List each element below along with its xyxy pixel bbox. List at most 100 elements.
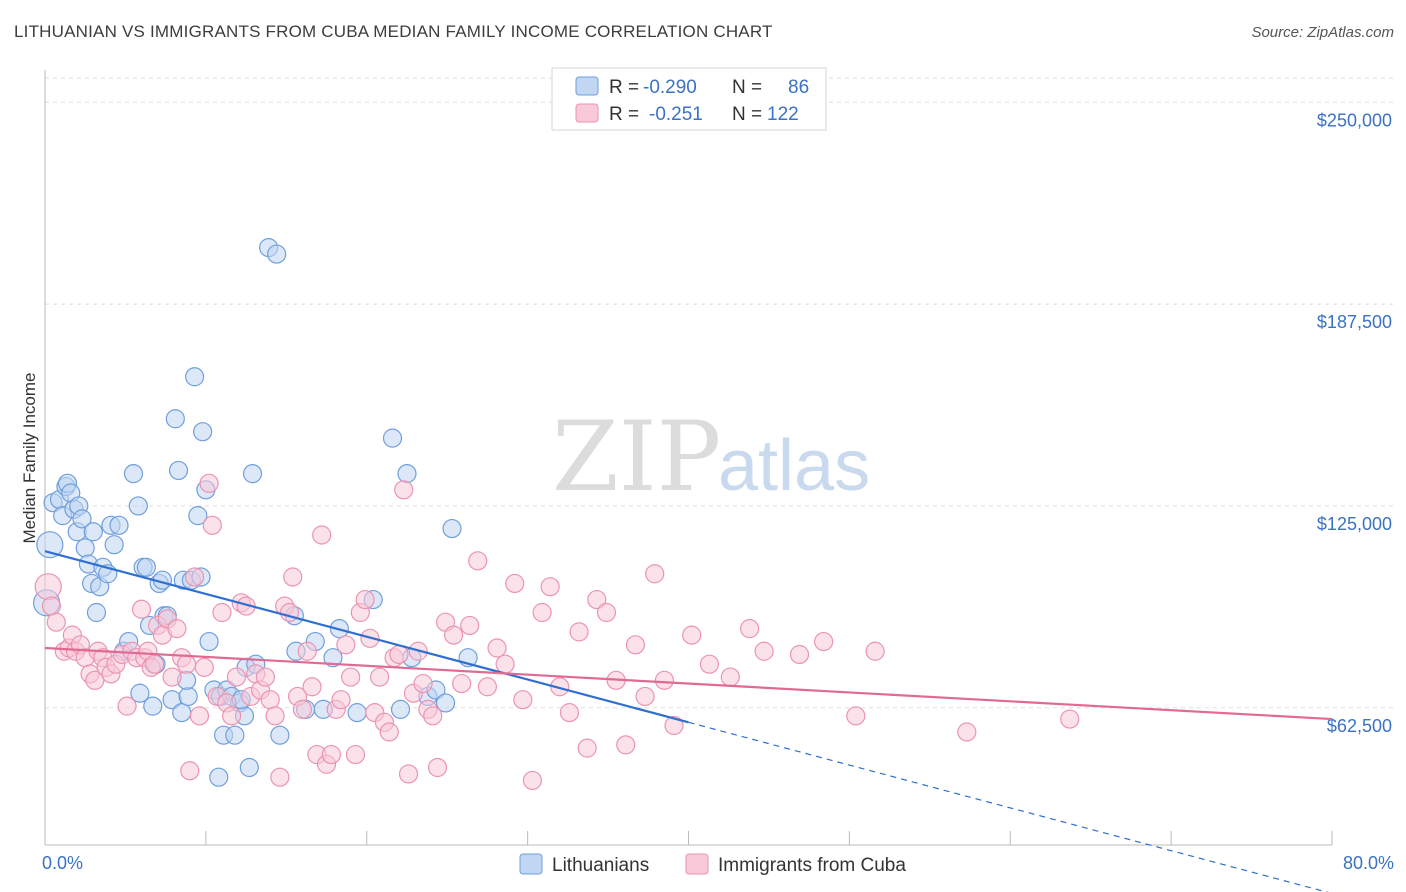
cuba-point <box>522 770 543 791</box>
lithuanian-point <box>347 703 367 723</box>
cuba-point <box>270 767 290 787</box>
legend-label-lithuanians: Lithuanians <box>552 855 649 876</box>
y-tick-label: $62,500 <box>1327 716 1392 736</box>
axes <box>44 70 1333 846</box>
cuba-point <box>423 706 443 726</box>
legend-r-label: R = <box>609 77 639 98</box>
legend-n-value: 86 <box>788 77 809 98</box>
cuba-point <box>162 667 182 687</box>
cuba-point <box>505 573 525 594</box>
lithuanian-point <box>128 496 148 516</box>
cuba-point <box>321 744 341 765</box>
legend-r-label: R = <box>609 104 639 125</box>
lithuanian-point <box>390 699 411 719</box>
cuba-point <box>394 480 414 500</box>
cuba-point <box>345 744 366 765</box>
lithuanian-point <box>83 522 103 542</box>
cuba-point <box>513 690 533 710</box>
cuba-point <box>265 706 285 726</box>
cuba-point <box>569 622 589 642</box>
cuba-point <box>1060 709 1080 729</box>
cuba-point <box>194 657 214 677</box>
cuba-point <box>452 673 472 694</box>
lithuanian-point <box>75 538 95 558</box>
y-tick-label: $250,000 <box>1317 110 1392 130</box>
lithuanian-point <box>86 602 107 623</box>
cuba-point <box>654 670 674 690</box>
watermark-atlas: atlas <box>718 426 870 506</box>
cuba-point <box>297 641 317 661</box>
cuba-point <box>222 706 242 726</box>
cuba-point <box>625 635 646 655</box>
lithuanian-point <box>136 557 156 577</box>
lithuanian-point <box>123 464 144 484</box>
cuba-point <box>176 654 197 674</box>
legend-n-label: N = <box>732 77 762 98</box>
cuba-point <box>202 515 222 535</box>
cuba-point <box>312 525 332 545</box>
cuba-point <box>41 596 62 616</box>
cuba-point <box>185 567 205 587</box>
cuba-point <box>199 473 219 493</box>
cuba-point <box>212 602 232 623</box>
lithuanian-point <box>193 422 213 442</box>
lithuanian-point <box>104 535 124 555</box>
cuba-point <box>814 631 834 652</box>
cuba-point <box>635 686 655 707</box>
trend-line-cuba <box>44 646 1333 721</box>
cuba-point <box>260 690 280 710</box>
legend-label-cuba: Immigrants from Cuba <box>718 855 906 876</box>
lithuanian-point <box>435 693 456 713</box>
cuba-point <box>616 735 636 755</box>
cuba-point <box>144 654 164 674</box>
lithuanian-point <box>130 683 150 703</box>
legend-swatch-lithuanians <box>575 76 599 96</box>
legend-swatch-cuba <box>685 853 709 875</box>
cuba-point <box>117 696 137 716</box>
chart-source: Source: ZipAtlas.com <box>1251 24 1394 41</box>
cuba-point <box>180 761 200 781</box>
cuba-point <box>302 677 322 697</box>
lithuanian-point <box>72 509 92 529</box>
cuba-point <box>370 667 390 687</box>
y-axis-title: Median Family Income <box>20 372 39 543</box>
lithuanian-point <box>36 531 64 559</box>
lithuanian-point <box>109 515 129 535</box>
y-tick-label: $187,500 <box>1317 312 1392 332</box>
cuba-point <box>131 599 152 619</box>
cuba-point <box>336 635 356 655</box>
lithuanian-point <box>199 631 219 652</box>
watermark-zip: ZIP <box>552 401 721 513</box>
cuba-point <box>720 667 740 687</box>
lithuanian-point <box>270 725 290 745</box>
cuba-point <box>559 703 580 723</box>
legend-swatch-lithuanians <box>519 853 543 875</box>
cuba-point <box>189 706 210 726</box>
series-cuba-points <box>34 473 1080 791</box>
cuba-point <box>427 757 448 778</box>
cuba-point <box>587 589 607 610</box>
cuba-point <box>331 690 351 710</box>
cuba-point <box>255 667 275 687</box>
cuba-point <box>540 577 560 597</box>
lithuanian-point <box>209 767 229 787</box>
cuba-point <box>754 641 774 661</box>
trend-line-lithuanians-extension <box>688 721 1329 892</box>
cuba-point <box>468 551 488 571</box>
legend-stats: R = -0.290 N = 86 R = -0.251 N = 122 <box>551 67 827 131</box>
x-tick-label-start: 0.0% <box>42 853 83 873</box>
y-tick-label: $125,000 <box>1317 514 1392 534</box>
lithuanian-point <box>168 460 189 481</box>
lithuanian-point <box>185 367 205 387</box>
cuba-point <box>532 602 552 623</box>
legend-r-value: -0.290 <box>643 77 697 98</box>
lithuanian-point <box>382 428 403 448</box>
cuba-point <box>957 722 977 742</box>
cuba-point <box>389 644 409 665</box>
lithuanian-point <box>242 464 263 484</box>
cuba-point <box>789 644 810 665</box>
cuba-point <box>226 667 247 687</box>
cuba-point <box>487 638 507 658</box>
legend-n-label: N = <box>732 104 762 125</box>
